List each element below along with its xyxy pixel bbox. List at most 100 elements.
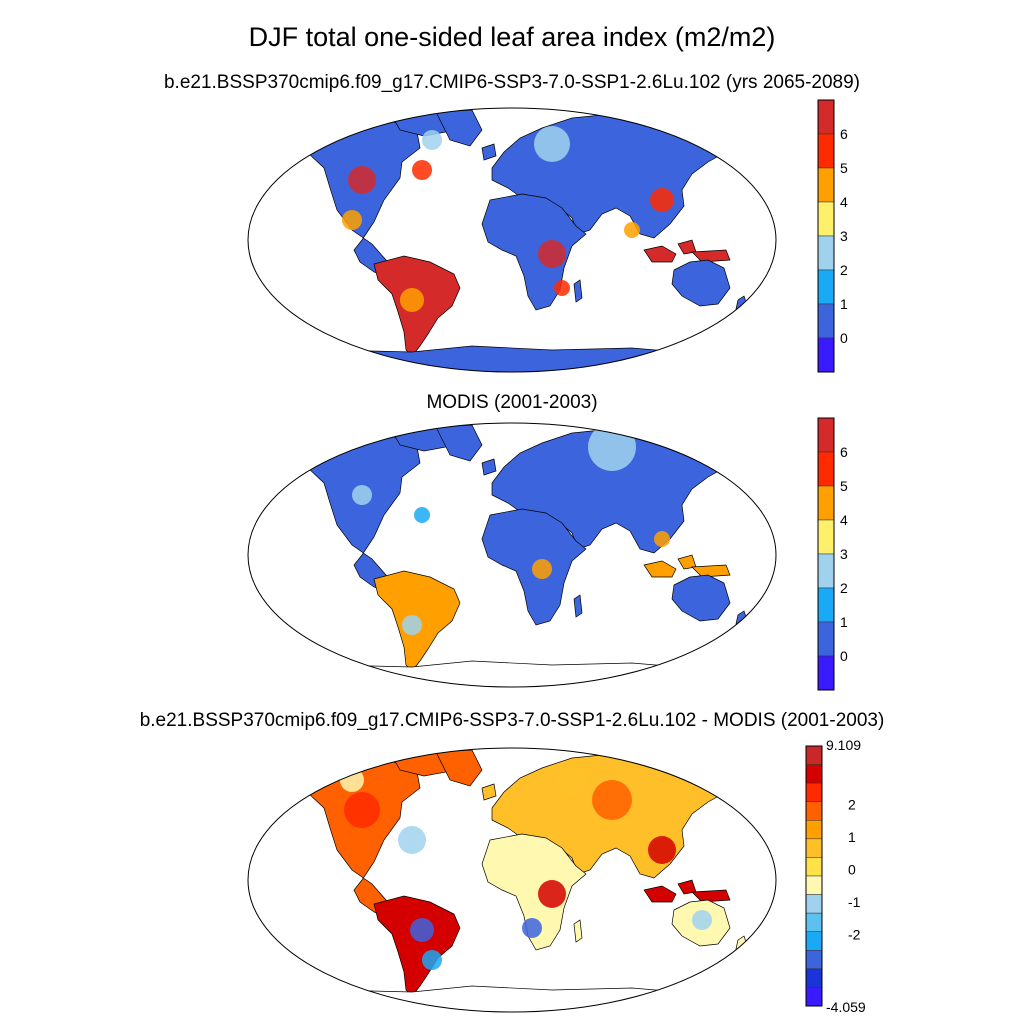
colorbar-box [805, 987, 823, 1007]
shading-patch [352, 485, 372, 505]
colorbar-1: 0 1 2 3 4 5 6 [817, 99, 848, 373]
map-panel-2 [247, 422, 777, 688]
colorbar-tick-label: 6 [840, 444, 848, 460]
colorbar-tick-label: 2 [840, 580, 848, 596]
colorbar-tick-label: 0 [840, 648, 848, 664]
colorbar-box [817, 303, 835, 339]
figure-title: DJF total one-sided leaf area index (m2/… [248, 22, 776, 52]
colorbar-box [817, 133, 835, 169]
australia-landmass [671, 574, 749, 636]
shading-patch [556, 764, 588, 796]
colorbar-box [805, 782, 823, 802]
colorbar-tick-label: 0 [840, 330, 848, 346]
colorbar-2: 0 1 2 3 4 5 6 [817, 417, 848, 691]
map-boundary [247, 107, 777, 373]
colorbar-tick-label: 0 [848, 862, 856, 878]
colorbar-box [817, 269, 835, 305]
colorbar-tick-label: 1 [840, 614, 848, 630]
shading-patch [422, 130, 442, 150]
maritime-landmass [643, 554, 731, 578]
shading-patch [538, 880, 566, 908]
shading-patch [398, 826, 426, 854]
colorbar-box [805, 950, 823, 970]
colorbar-box [805, 764, 823, 784]
colorbar-box [817, 167, 835, 203]
colorbar-tick-label: -1 [848, 894, 861, 910]
colorbar-tick-label: 9.109 [826, 737, 861, 753]
shading-patch [400, 288, 424, 312]
colorbar-box [817, 451, 835, 487]
colorbar-tick-label: 4 [840, 194, 848, 210]
colorbar-box [805, 857, 823, 877]
colorbar-box [817, 621, 835, 657]
colorbar-box [817, 655, 835, 691]
shading-patch [538, 240, 566, 268]
antarctica-landmass [251, 660, 773, 687]
colorbar-tick-label: 5 [840, 478, 848, 494]
shading-patch [648, 836, 676, 864]
shading-patch [410, 918, 434, 942]
shading-patch [650, 188, 674, 212]
shading-patch [654, 531, 670, 547]
antarctica-landmass [251, 985, 773, 1012]
colorbar-tick-label: 2 [848, 797, 856, 813]
panel2-subtitle: MODIS (2001-2003) [426, 392, 598, 413]
colorbar-box [817, 417, 835, 453]
shading-patch [522, 918, 542, 938]
colorbar-tick-label: 3 [840, 228, 848, 244]
colorbar-tick-label: -4.059 [826, 999, 866, 1015]
map-boundary [247, 747, 777, 1013]
colorbar-box [805, 801, 823, 821]
shading-patch [412, 160, 432, 180]
colorbar-box [817, 519, 835, 555]
colorbar-box [817, 235, 835, 271]
colorbar-tick-label: 2 [840, 262, 848, 278]
colorbar-box [805, 894, 823, 914]
shading-patch [414, 507, 430, 523]
colorbar-box [817, 553, 835, 589]
shading-patch [344, 792, 380, 828]
north-america-landmass [279, 109, 483, 277]
maritime-landmass [643, 879, 731, 903]
colorbar-box [817, 99, 835, 135]
shading-patch [422, 950, 442, 970]
north-america-landmass [279, 749, 483, 917]
panel3-subtitle: b.e21.BSSP370cmip6.f09_g17.CMIP6-SSP3-7.… [139, 710, 885, 731]
map-panel-1 [247, 107, 777, 373]
colorbar-box [805, 820, 823, 840]
colorbar-tick-label: 1 [840, 296, 848, 312]
colorbar-box [805, 912, 823, 932]
antarctica-landmass [251, 345, 773, 372]
map-boundary [247, 422, 777, 688]
colorbar-box [805, 875, 823, 895]
colorbar-tick-label: 5 [840, 160, 848, 176]
shading-patch [692, 910, 712, 930]
colorbar-box [805, 838, 823, 858]
south-america-landmass [373, 895, 461, 997]
colorbar-tick-label: 3 [840, 546, 848, 562]
colorbar-box [817, 485, 835, 521]
north-america-landmass [279, 424, 483, 592]
colorbar-box [805, 931, 823, 951]
shading-patch [342, 210, 362, 230]
map-panel-3 [247, 747, 777, 1013]
shading-patch [624, 222, 640, 238]
colorbar-tick-label: 4 [840, 512, 848, 528]
australia-landmass [671, 259, 749, 321]
shading-patch [592, 780, 632, 820]
colorbar-box [817, 201, 835, 237]
colorbar-box [817, 587, 835, 623]
colorbar-box [805, 968, 823, 988]
panel1-subtitle: b.e21.BSSP370cmip6.f09_g17.CMIP6-SSP3-7.… [163, 72, 861, 93]
colorbar-box [817, 337, 835, 373]
colorbar-box [805, 745, 823, 765]
colorbar-3: 9.109 2 1 0 -1 -2 -4.059 [805, 737, 866, 1015]
shading-patch [402, 615, 422, 635]
colorbar-tick-label: 6 [840, 126, 848, 142]
shading-patch [554, 280, 570, 296]
shading-patch [348, 166, 376, 194]
australia-landmass [671, 899, 749, 961]
colorbar-tick-label: 1 [848, 829, 856, 845]
shading-patch [534, 126, 570, 162]
